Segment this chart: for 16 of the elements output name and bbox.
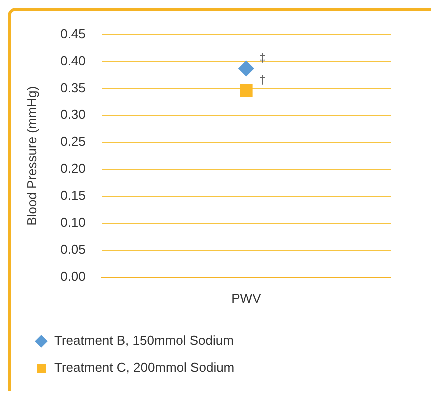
annotation: ‡ <box>259 51 266 66</box>
y-axis-title: Blood Pressure (mmHg) <box>24 86 40 226</box>
y-tick-label: 0.00 <box>60 268 86 284</box>
y-tick-label: 0.30 <box>60 107 86 122</box>
legend-label: Treatment C, 200mmol Sodium <box>54 360 235 376</box>
y-tick-label: 0.25 <box>60 134 86 150</box>
annotation: † <box>259 73 266 88</box>
x-tick-label: PWV <box>232 290 262 306</box>
y-tick-label: 0.20 <box>60 161 86 176</box>
y-tick-label: 0.15 <box>60 188 86 204</box>
y-tick-label: 0.05 <box>60 242 86 258</box>
y-tick-label: 0.40 <box>60 53 86 68</box>
y-tick-label: 0.10 <box>60 215 86 230</box>
y-tick-label: 0.45 <box>60 26 86 42</box>
legend-label: Treatment B, 150mmol Sodium <box>54 333 234 348</box>
y-tick-label: 0.35 <box>60 80 86 96</box>
